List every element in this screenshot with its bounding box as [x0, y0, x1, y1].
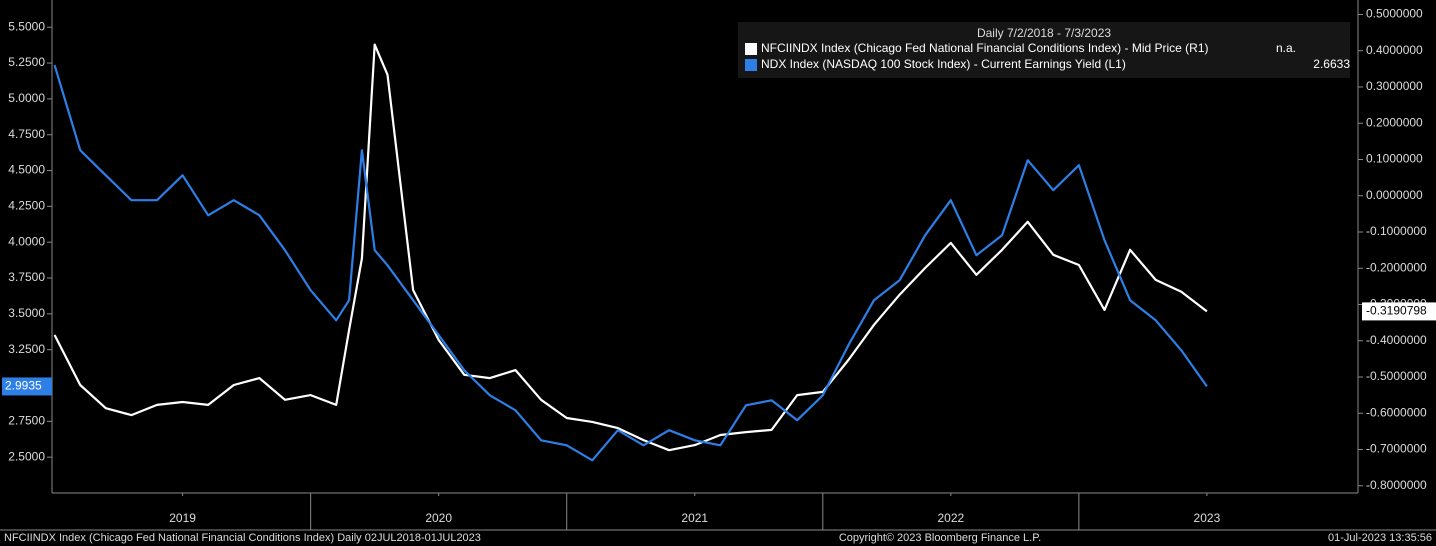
series-line — [53, 43, 1208, 452]
x-tick-label: 2023 — [1194, 511, 1221, 525]
y2-tick-label: -0.6000000 — [1366, 405, 1427, 419]
legend-swatch — [745, 59, 757, 71]
last-value-label: 2.9935 — [5, 379, 42, 393]
footer-right: 01-Jul-2023 13:35:56 — [1328, 532, 1432, 544]
legend-title: Daily 7/2/2018 - 7/3/2023 — [977, 26, 1111, 40]
legend-label: NFCIINDX Index (Chicago Fed National Fin… — [761, 41, 1209, 55]
y2-tick-label: -0.2000000 — [1366, 260, 1427, 274]
x-tick-label: 2019 — [169, 511, 196, 525]
x-tick-label: 2022 — [937, 511, 964, 525]
y2-tick-label: -0.8000000 — [1366, 478, 1427, 492]
y-tick-label: 5.2500 — [8, 55, 45, 69]
y2-tick-label: -0.1000000 — [1366, 224, 1427, 238]
y2-tick-label: 0.3000000 — [1366, 79, 1423, 93]
y-tick-label: 4.2500 — [8, 199, 45, 213]
legend-value: n.a. — [1276, 41, 1296, 55]
y2-tick-label: -0.4000000 — [1366, 333, 1427, 347]
series-line — [53, 64, 1208, 462]
y2-tick-label: 0.4000000 — [1366, 43, 1423, 57]
y-tick-label: 4.0000 — [8, 234, 45, 248]
legend-swatch — [745, 43, 757, 55]
y2-tick-label: -0.5000000 — [1366, 369, 1427, 383]
y-tick-label: 4.7500 — [8, 127, 45, 141]
y2-tick-label: 0.1000000 — [1366, 152, 1423, 166]
x-tick-label: 2021 — [681, 511, 708, 525]
legend-label: NDX Index (NASDAQ 100 Stock Index) - Cur… — [761, 57, 1126, 71]
y2-tick-label: 0.2000000 — [1366, 115, 1423, 129]
y2-tick-label: 0.0000000 — [1366, 188, 1423, 202]
y-tick-label: 3.2500 — [8, 342, 45, 356]
y2-tick-label: -0.7000000 — [1366, 442, 1427, 456]
x-tick-label: 2020 — [425, 511, 452, 525]
y-tick-label: 3.5000 — [8, 306, 45, 320]
y-tick-label: 3.7500 — [8, 270, 45, 284]
last-value-label: -0.3190798 — [1366, 304, 1427, 318]
y-tick-label: 4.5000 — [8, 163, 45, 177]
y2-tick-label: 0.5000000 — [1366, 7, 1423, 21]
y-tick-label: 5.5000 — [8, 19, 45, 33]
y-tick-label: 2.7500 — [8, 414, 45, 428]
y-tick-label: 5.0000 — [8, 91, 45, 105]
legend-value: 2.6633 — [1313, 57, 1350, 71]
last-value-badge — [2, 377, 52, 396]
last-value-badge — [1362, 302, 1436, 321]
footer-left: NFCIINDX Index (Chicago Fed National Fin… — [4, 532, 481, 544]
legend-box — [738, 22, 1350, 78]
y-tick-label: 2.5000 — [8, 449, 45, 463]
footer-center: Copyright© 2023 Bloomberg Finance L.P. — [839, 532, 1041, 544]
